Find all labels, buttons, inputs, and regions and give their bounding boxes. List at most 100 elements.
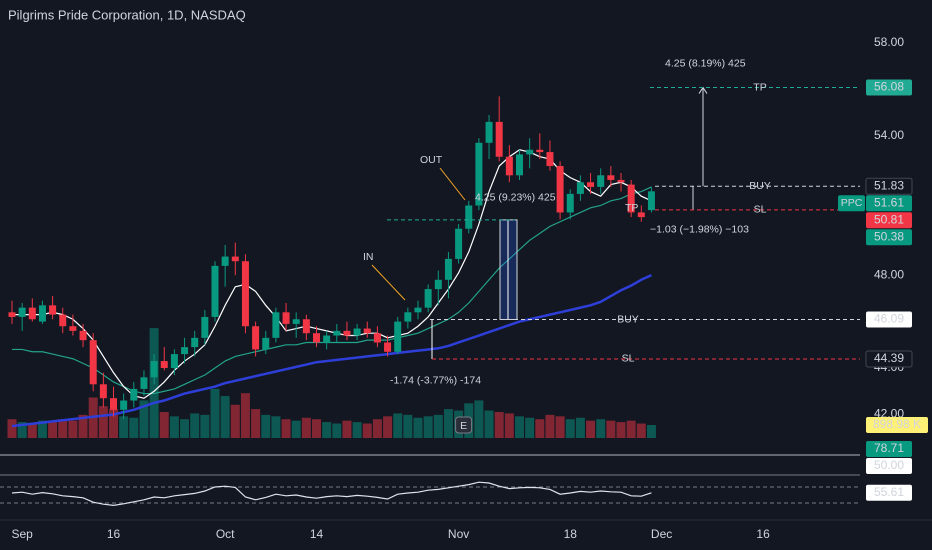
indicator-tag-label: 50.00: [874, 458, 904, 472]
candle-body: [160, 361, 168, 369]
volume-bar: [281, 419, 291, 438]
volume-bar: [230, 404, 240, 438]
candle-body: [384, 342, 392, 352]
candle-body: [597, 175, 605, 187]
profit-text: 4.25 (9.23%) 425: [475, 192, 556, 204]
price-tag-label: 51.83: [874, 178, 904, 192]
oscillator-line: [11, 481, 652, 507]
entry-label: BUY: [617, 313, 639, 325]
x-tick-label: 18: [564, 527, 578, 541]
candle-body: [424, 289, 432, 308]
price-tag-label: 51.61: [874, 195, 904, 209]
candle-body: [150, 361, 158, 378]
price-tag: [866, 311, 912, 328]
candle-body: [617, 179, 625, 183]
x-tick-label: 16: [756, 527, 770, 541]
entry-label: BUY: [749, 180, 771, 192]
x-tick-label: Sep: [11, 527, 33, 541]
volume-bar: [200, 414, 210, 438]
candle-body: [292, 319, 300, 324]
volume-bar: [332, 423, 342, 438]
candle-body: [627, 184, 635, 213]
candle-body: [323, 335, 331, 343]
volume-bar: [596, 419, 606, 438]
volume-tag-label: 898.98 K: [873, 417, 921, 431]
candle-body: [546, 152, 554, 167]
annotation: TP: [625, 202, 638, 214]
candle-body: [140, 377, 148, 389]
volume-bar: [362, 423, 372, 438]
sl-label: SL: [622, 353, 635, 365]
annotation-arrow: [439, 167, 466, 201]
candle-body: [444, 258, 452, 280]
candle-body: [434, 279, 442, 290]
volume-bar: [555, 416, 565, 438]
price-tag-label: 56.08: [874, 80, 904, 94]
volume-bar: [129, 417, 139, 438]
sl-label: SL: [754, 204, 767, 216]
price-tag: [865, 350, 913, 368]
volume-bar: [291, 420, 301, 438]
candle-body: [89, 340, 97, 385]
volume-bar: [190, 413, 200, 438]
candle-body: [302, 319, 310, 334]
indicator-tag-label: 78.71: [874, 441, 904, 455]
candle-body: [99, 384, 107, 399]
candle-body: [576, 182, 584, 194]
candle-body: [28, 307, 36, 320]
volume-bar: [169, 416, 179, 438]
volume-bar: [575, 417, 585, 438]
candle-body: [69, 326, 77, 331]
loss-text: −1.03 (−1.98%) −103: [650, 224, 749, 236]
candle-body: [282, 312, 290, 324]
x-tick-label: Dec: [651, 527, 672, 541]
volume-bar: [636, 423, 646, 438]
candle-body: [241, 261, 249, 327]
candle-body: [556, 166, 564, 213]
candle-body: [181, 347, 189, 355]
annotation: OUT: [420, 154, 443, 166]
loss-text: -1.74 (-3.77%) -174: [390, 375, 481, 387]
volume-bar: [525, 417, 535, 438]
volume-bar: [342, 420, 352, 438]
volume-bar: [372, 419, 382, 438]
volume-bar: [109, 409, 118, 438]
indicator-tag: [866, 441, 912, 457]
annotation-arrow: [371, 264, 406, 301]
moving-average: [12, 186, 652, 395]
volume-bar: [474, 400, 484, 438]
price-tag: [865, 177, 913, 195]
candle-body: [110, 398, 117, 410]
moving-average: [12, 149, 652, 399]
candle-body: [516, 154, 523, 176]
volume-bar: [17, 422, 27, 438]
x-tick-label: Nov: [448, 527, 469, 541]
price-tag: [866, 195, 912, 212]
earnings-marker: E: [460, 420, 467, 432]
candle-body: [79, 330, 87, 341]
indicator-tag: [866, 458, 912, 474]
candle-body: [607, 175, 615, 180]
volume-bar: [383, 416, 393, 438]
symbol-tag: [838, 195, 865, 212]
candle-body: [465, 205, 473, 229]
volume-bar: [423, 416, 433, 438]
y-tick-label: 54.00: [874, 128, 904, 142]
candle-body: [505, 156, 513, 176]
moving-average: [11, 274, 652, 428]
volume-bar: [403, 414, 413, 438]
candle-body: [59, 314, 67, 327]
candle-body: [373, 333, 381, 343]
volume-bar: [210, 388, 220, 438]
volume-bar: [352, 422, 362, 438]
candle-body: [343, 330, 351, 336]
candle-body: [353, 328, 361, 336]
volume-bar: [586, 420, 596, 438]
candle-body: [191, 337, 199, 348]
volume-bar: [271, 416, 281, 438]
candle-body: [221, 256, 229, 266]
candle-body: [414, 307, 422, 313]
candle-body: [38, 305, 46, 322]
volume-bar: [301, 417, 311, 438]
